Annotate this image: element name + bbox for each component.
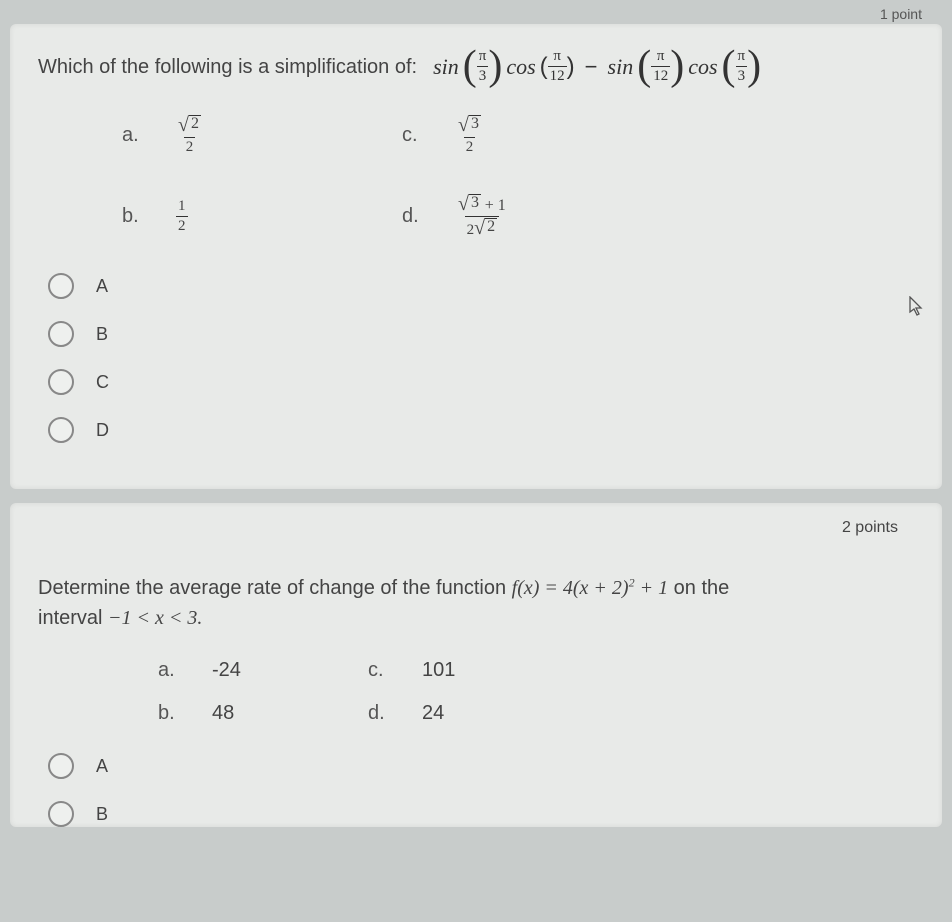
q1-d-num-plus: + 1	[485, 197, 506, 214]
q1-radio-d[interactable]: D	[48, 417, 914, 443]
q1-radio-d-label: D	[96, 420, 109, 441]
paren-right-4: )	[747, 52, 761, 81]
radio-circle-icon	[48, 273, 74, 299]
q2-text-part1: Determine the average rate of change of …	[38, 577, 512, 599]
frac-num-3: π	[655, 48, 667, 66]
q1-c-den: 2	[464, 137, 476, 156]
q1-choice-c: c. √3 2	[402, 115, 742, 156]
paren-left-4: (	[722, 52, 736, 81]
q2-choice-c-val: 101	[422, 659, 455, 682]
q2-text-part3: interval	[38, 607, 108, 629]
sin-fn-1: sin	[433, 54, 459, 80]
q2-radio-b-label: B	[96, 804, 108, 825]
question-2-text: Determine the average rate of change of …	[38, 573, 914, 633]
q2-choice-a-letter: a.	[158, 659, 176, 682]
question-2-card: 2 points Determine the average rate of c…	[10, 503, 942, 827]
q2-radio-b[interactable]: B	[48, 801, 914, 827]
q1-choice-c-letter: c.	[402, 124, 420, 147]
q2-choice-c: c. 101	[368, 659, 578, 682]
q2-choice-d-letter: d.	[368, 702, 386, 725]
minus-op: −	[579, 54, 604, 80]
q2-choice-a: a. -24	[158, 659, 368, 682]
q2-choice-b-letter: b.	[158, 702, 176, 725]
frac-den-2: 12	[548, 66, 567, 85]
q2-radio-a[interactable]: A	[48, 753, 914, 779]
frac-num-2: π	[551, 48, 563, 66]
q2-choices-grid: a. -24 c. 101 b. 48 d. 24	[158, 659, 914, 725]
radio-circle-icon	[48, 753, 74, 779]
radio-circle-icon	[48, 801, 74, 827]
q2-choice-d: d. 24	[368, 702, 578, 725]
paren-left-3: (	[637, 52, 651, 81]
q2-choice-d-val: 24	[422, 702, 444, 725]
radio-circle-icon	[48, 321, 74, 347]
paren-left-2: (	[540, 53, 548, 81]
radio-circle-icon	[48, 369, 74, 395]
q1-b-num: 1	[176, 198, 188, 216]
cos-fn-2: cos	[688, 54, 717, 80]
q1-choice-b-letter: b.	[122, 205, 140, 228]
question-1-formula: sin ( π 3 ) cos ( π 12 ) − sin	[433, 48, 761, 85]
q1-d-den-coef: 2	[467, 222, 475, 238]
frac-den-1: 3	[477, 66, 489, 85]
q1-b-den: 2	[176, 216, 188, 235]
q2-choice-b-val: 48	[212, 702, 234, 725]
q1-radio-a[interactable]: A	[48, 273, 914, 299]
frac-num-4: π	[736, 48, 748, 66]
q1-d-num-sqrt: 3	[469, 194, 481, 211]
cos-fn-1: cos	[506, 54, 535, 80]
q2-radio-a-label: A	[96, 756, 108, 777]
paren-right-3: )	[670, 52, 684, 81]
frac-den-4: 3	[736, 66, 748, 85]
q1-choice-b: b. 1 2	[122, 194, 402, 239]
q2-text-part2: on the	[674, 577, 730, 599]
paren-left-1: (	[463, 52, 477, 81]
q1-radio-c-label: C	[96, 372, 109, 393]
q2-choice-b: b. 48	[158, 702, 368, 725]
q2-interval: −1 < x < 3.	[108, 607, 202, 629]
q1-radio-list: A B C D	[48, 273, 914, 443]
q1-choice-a: a. √2 2	[122, 115, 402, 156]
q1-choice-a-letter: a.	[122, 124, 140, 147]
q2-choice-c-letter: c.	[368, 659, 386, 682]
q1-radio-c[interactable]: C	[48, 369, 914, 395]
q1-radio-a-label: A	[96, 276, 108, 297]
question-1-text: Which of the following is a simplificati…	[38, 53, 417, 81]
q2-func-tail: + 1	[635, 577, 669, 599]
question-1-row: Which of the following is a simplificati…	[38, 48, 914, 85]
q1-choices-grid: a. √2 2 c. √3 2 b. 1 2	[122, 115, 914, 239]
paren-right-1: )	[488, 52, 502, 81]
q1-c-sqrt: 3	[469, 115, 481, 132]
cursor-icon	[908, 296, 924, 321]
q1-a-den: 2	[184, 137, 196, 156]
q1-radio-b-label: B	[96, 324, 108, 345]
q1-radio-b[interactable]: B	[48, 321, 914, 347]
sin-fn-2: sin	[608, 54, 634, 80]
question-1-card: Which of the following is a simplificati…	[10, 24, 942, 489]
q1-d-den-sqrt: 2	[485, 218, 497, 235]
q2-radio-list: A B	[48, 753, 914, 827]
q1-choice-d: d. √3 + 1 2√2	[402, 194, 742, 239]
q1-choice-d-letter: d.	[402, 205, 420, 228]
radio-circle-icon	[48, 417, 74, 443]
q1-a-sqrt: 2	[189, 115, 201, 132]
q2-func: f(x) = 4(x + 2)	[512, 577, 629, 599]
q2-choice-a-val: -24	[212, 659, 241, 682]
frac-den-3: 12	[651, 66, 670, 85]
frac-num-1: π	[477, 48, 489, 66]
points-header: 1 point	[10, 0, 942, 24]
q2-points: 2 points	[38, 511, 914, 573]
paren-right-2: )	[567, 53, 575, 81]
